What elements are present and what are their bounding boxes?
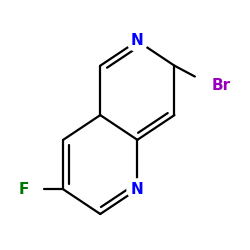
Text: N: N	[131, 182, 144, 197]
Text: Br: Br	[212, 78, 231, 93]
Text: N: N	[131, 34, 144, 48]
Text: F: F	[18, 182, 28, 197]
Circle shape	[127, 30, 148, 51]
Circle shape	[127, 179, 148, 200]
